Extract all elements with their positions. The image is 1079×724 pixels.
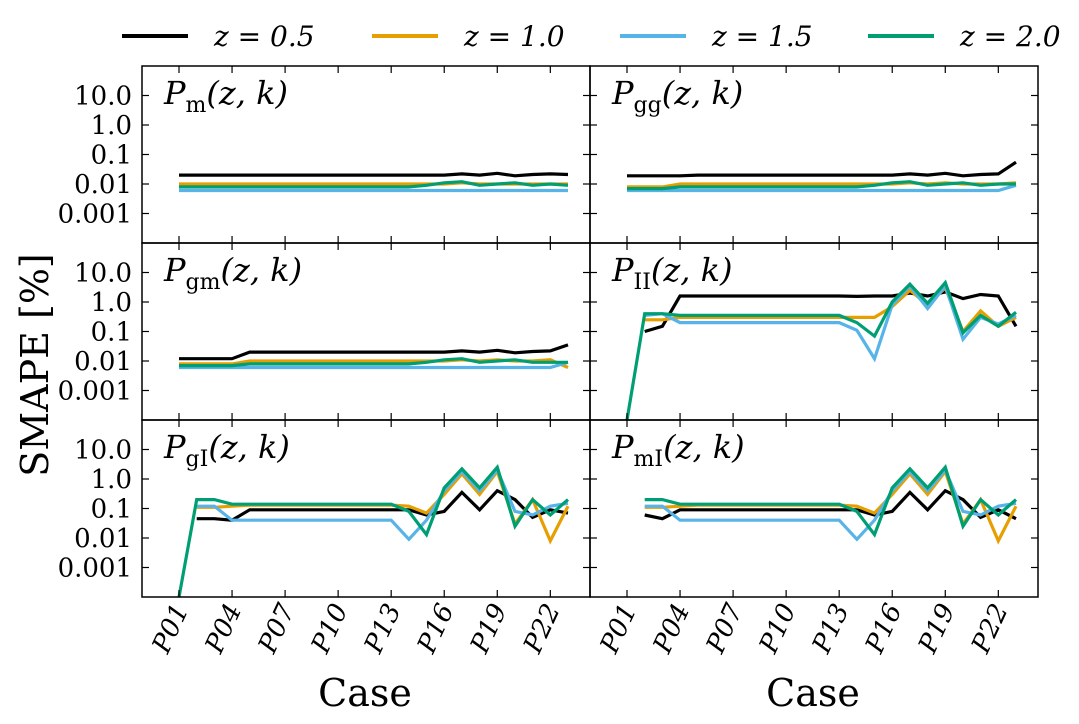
panel-title: PmI(z, k): [611, 428, 745, 472]
panel-title: Pgg(z, k): [611, 74, 743, 118]
series-group: [625, 279, 1018, 420]
series-line-z05: [627, 160, 1017, 178]
series-line-z15: [627, 183, 1017, 193]
y-tick-label: 10.0: [74, 259, 132, 289]
x-axis-title-right: Case: [766, 671, 860, 715]
series-line-z05: [179, 343, 569, 361]
series-line-z15: [179, 360, 569, 370]
y-tick-label: 0.01: [74, 347, 132, 377]
legend-label: z = 2.0: [959, 20, 1061, 53]
legend: z = 0.5 z = 1.0 z = 1.5 z = 2.0: [122, 20, 1061, 53]
x-tick-label: P19: [465, 599, 514, 658]
y-tick-label: 0.001: [58, 200, 132, 230]
x-tick-label: P07: [700, 599, 749, 659]
x-tick-label: P10: [305, 599, 354, 658]
legend-label: z = 0.5: [213, 20, 315, 53]
legend-label: z = 1.5: [711, 20, 813, 53]
x-tick-label: P10: [753, 599, 802, 658]
panel-title: Pm(z, k): [163, 74, 288, 118]
legend-entry-0: z = 0.5: [122, 20, 315, 53]
panel-gI: 10.01.00.10.010.001 P01 P04 P07 P10 P13 P16 P19…: [58, 419, 591, 659]
panel-gm: 10.01.00.10.010.001 Pgm(z, k): [58, 242, 591, 421]
series-group: [179, 343, 569, 370]
x-tick-label: P01: [594, 599, 643, 658]
y-tick-label: 1.0: [91, 465, 132, 495]
x-tick-label: P04: [647, 599, 696, 658]
x-tick-label: P07: [252, 599, 301, 659]
x-tick-label: P16: [412, 599, 461, 658]
y-tick-label: 0.01: [74, 524, 132, 554]
y-tick-label: 0.1: [91, 495, 132, 525]
series-group: [627, 160, 1017, 193]
legend-entry-3: z = 2.0: [868, 20, 1061, 53]
y-tick-label: 0.01: [74, 170, 132, 200]
y-tick-label: 0.001: [58, 554, 132, 584]
panel-gg: Pgg(z, k): [589, 65, 1039, 244]
x-tick-label: P01: [146, 599, 195, 658]
panel-II: PII(z, k): [589, 242, 1039, 421]
series-line-z15: [644, 467, 1017, 542]
x-axis-title-left: Case: [318, 671, 412, 715]
x-tick-label: P13: [359, 599, 408, 658]
series-group: [177, 464, 570, 597]
y-tick-label: 1.0: [91, 288, 132, 318]
series-line-z20: [179, 180, 569, 189]
y-tick-label: 0.1: [91, 318, 132, 348]
series-line-z20: [644, 464, 1018, 538]
legend-entry-1: z = 1.0: [372, 20, 565, 53]
series-line-z20: [179, 357, 568, 368]
x-tick-label: P04: [199, 599, 248, 658]
series-line-z20: [177, 464, 570, 597]
panel-m: 10.01.00.10.010.001 Pm(z, k): [58, 65, 591, 244]
y-tick-label: 0.001: [58, 377, 132, 407]
x-tick-label: P16: [860, 599, 909, 658]
series-group: [179, 171, 569, 193]
series-line-z15: [196, 467, 569, 542]
y-tick-label: 1.0: [91, 111, 132, 141]
x-tick-label: P19: [913, 599, 962, 658]
y-tick-label: 10.0: [74, 82, 132, 112]
x-tick-label: P22: [518, 599, 567, 658]
series-line-z05: [179, 171, 569, 178]
series-line-z20: [625, 279, 1017, 420]
legend-label: z = 1.0: [463, 20, 565, 53]
y-tick-label: 0.1: [91, 141, 132, 171]
series-line-z20: [627, 180, 1016, 191]
x-tick-label: P22: [966, 599, 1015, 658]
panel-mI: P01 P04 P07 P10 P13 P16 P19 P22 PmI(z, k): [589, 419, 1039, 659]
panel-title: PII(z, k): [611, 251, 732, 295]
series-group: [644, 464, 1018, 545]
legend-entry-2: z = 1.5: [620, 20, 813, 53]
x-tick-label: P13: [807, 599, 856, 658]
y-axis-title: SMAPE [%]: [13, 253, 57, 477]
y-tick-label: 10.0: [74, 436, 132, 466]
series-line-z05: [644, 290, 1018, 334]
panel-title: PgI(z, k): [163, 428, 290, 472]
panel-title: Pgm(z, k): [163, 251, 302, 295]
